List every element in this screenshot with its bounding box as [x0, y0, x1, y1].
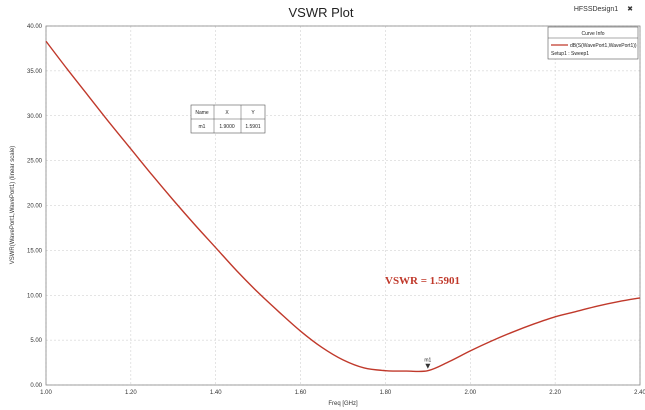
x-tick-label: 2.00: [464, 390, 476, 396]
marker-table-header-y: Y: [251, 110, 255, 116]
plot-frame: [45, 25, 641, 386]
legend-entry: dB(S(WavePort1,WavePort1)): [570, 43, 637, 49]
y-tick-label: 0.00: [30, 383, 42, 389]
x-tick-label: 1.00: [40, 390, 52, 396]
marker-table[interactable]: Name X Y m1 1.9000 1.5901: [190, 104, 266, 134]
close-icon[interactable]: ✖: [627, 6, 633, 13]
y-axis-label: VSWR(WavePort1,WavePort1) (linear scale): [10, 146, 16, 265]
y-tick-label: 25.00: [27, 159, 43, 165]
x-tick-label: 2.20: [549, 390, 561, 396]
legend[interactable]: Curve Info dB(S(WavePort1,WavePort1)) Se…: [547, 26, 639, 60]
x-tick-label: 1.60: [295, 390, 307, 396]
vswr-annotation: VSWR = 1.5901: [385, 275, 460, 287]
y-tick-label: 20.00: [27, 204, 43, 210]
y-tick-label: 40.00: [27, 24, 43, 30]
marker-table-cell-y: 1.5901: [245, 124, 261, 130]
marker-label: m1: [424, 358, 431, 364]
marker-m1[interactable]: m1: [424, 358, 432, 369]
x-tick-label: 1.20: [125, 390, 137, 396]
y-tick-label: 10.00: [27, 293, 43, 299]
y-tick-label: 5.00: [30, 338, 42, 344]
marker-table-cell-x: 1.9000: [219, 124, 235, 130]
chart-title: VSWR Plot: [288, 5, 353, 20]
marker-triangle: [425, 363, 431, 369]
y-tick-label: 15.00: [27, 248, 43, 254]
y-tick-label: 30.00: [27, 114, 43, 120]
marker-table-header-name: Name: [195, 110, 209, 116]
x-tick-label: 2.40: [634, 390, 645, 396]
x-axis-label: Freq [GHz]: [328, 401, 358, 407]
legend-setup: Setup1 : Sweep1: [551, 51, 589, 57]
marker-table-cell-name: m1: [199, 124, 206, 130]
y-tick-label: 35.00: [27, 69, 43, 75]
legend-frame: [547, 26, 639, 60]
x-axis-ticks: 1.00 1.20 1.40 1.60 1.80 2.00 2.20 2.40: [40, 390, 645, 396]
project-name: HFSSDesign1: [574, 6, 618, 13]
y-axis-ticks: 0.00 5.00 10.00 15.00 20.00 25.00 30.00 35.00 40…: [27, 24, 43, 389]
series-line-vswr: [45, 40, 641, 373]
series-layer: [45, 40, 641, 373]
x-tick-label: 1.40: [210, 390, 222, 396]
x-tick-label: 1.80: [380, 390, 392, 396]
legend-title: Curve Info: [581, 31, 604, 37]
marker-table-header-x: X: [225, 110, 229, 116]
